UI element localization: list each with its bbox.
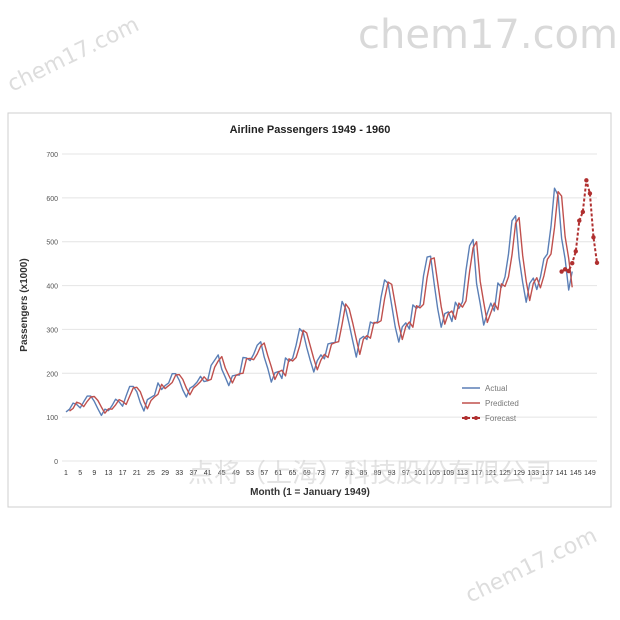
x-tick-label-105: 105	[428, 470, 440, 477]
forecast-point	[594, 260, 600, 265]
x-tick-label-113: 113	[457, 470, 468, 477]
legend-label-actual: Actual	[485, 384, 507, 393]
x-tick-label-13: 13	[105, 470, 113, 477]
x-tick-label-37: 37	[190, 470, 198, 477]
x-tick-label-85: 85	[359, 470, 367, 477]
gridlines	[62, 153, 597, 462]
forecast-point	[577, 218, 582, 223]
y-axis-ticks: 0 100 200 300 400 500 600 700	[46, 152, 58, 466]
x-tick-label-21: 21	[133, 470, 141, 477]
x-tick-label-29: 29	[161, 470, 169, 477]
brand-watermark: chem17.com	[358, 12, 618, 58]
x-tick-label-121: 121	[485, 470, 497, 477]
x-tick-label-53: 53	[246, 470, 254, 477]
y-tick-label-600: 600	[46, 196, 58, 203]
x-tick-label-117: 117	[471, 470, 482, 477]
forecast-point	[580, 209, 586, 215]
x-tick-label-101: 101	[414, 470, 426, 477]
forecast-point	[573, 249, 578, 254]
x-tick-label-33: 33	[175, 470, 183, 477]
x-tick-label-93: 93	[388, 470, 396, 477]
series-line-predicted	[69, 190, 573, 414]
series-layer	[65, 178, 600, 417]
x-tick-label-57: 57	[260, 470, 268, 477]
forecast-point	[587, 191, 593, 196]
legend-label-forecast: Forecast	[485, 414, 517, 423]
x-tick-label-1: 1	[64, 470, 68, 477]
y-axis-label: Passengers (x1000)	[19, 258, 30, 351]
x-tick-label-137: 137	[542, 470, 554, 477]
x-tick-label-133: 133	[527, 470, 539, 477]
x-axis-ticks: 1 5 9 13 17 21 25 29 33 37 41 45 49 53 57 61 65 69 73 77 81 8…	[64, 470, 596, 477]
x-tick-label-125: 125	[499, 470, 511, 477]
y-tick-label-100: 100	[46, 415, 58, 422]
forecast-point	[566, 268, 571, 274]
y-tick-label-300: 300	[46, 327, 58, 334]
chart-title: Airline Passengers 1949 - 1960	[230, 124, 391, 136]
x-tick-label-97: 97	[402, 470, 410, 477]
diagonal-watermark-bottom: chem17.com	[462, 523, 601, 608]
legend: Actual Predicted Forecast	[462, 384, 519, 423]
y-tick-label-700: 700	[46, 152, 58, 159]
y-tick-label-400: 400	[46, 284, 58, 291]
x-axis-label: Month (1 = January 1949)	[250, 487, 370, 498]
x-tick-label-17: 17	[119, 470, 127, 477]
x-tick-label-129: 129	[513, 470, 525, 477]
company-watermark: 点将（上海）科技股份有限公司	[188, 459, 552, 489]
x-tick-label-45: 45	[218, 470, 226, 477]
forecast-point	[591, 235, 596, 240]
legend-marker-forecast	[464, 416, 468, 420]
x-tick-label-9: 9	[92, 470, 96, 477]
forecast-point	[584, 178, 589, 183]
x-tick-label-73: 73	[317, 470, 325, 477]
series-line-actual	[65, 187, 573, 417]
forecast-point	[562, 267, 568, 272]
legend-label-predicted: Predicted	[485, 399, 519, 408]
y-tick-label-0: 0	[54, 459, 58, 466]
forecast-point	[559, 269, 564, 274]
x-tick-label-141: 141	[556, 470, 568, 477]
x-tick-label-77: 77	[331, 470, 339, 477]
diagonal-watermark-top: chem17.com	[4, 12, 143, 97]
y-tick-label-200: 200	[46, 371, 58, 378]
x-tick-label-69: 69	[303, 470, 311, 477]
x-tick-label-109: 109	[442, 470, 454, 477]
x-tick-label-61: 61	[275, 470, 283, 477]
x-tick-label-81: 81	[345, 470, 353, 477]
x-tick-label-25: 25	[147, 470, 155, 477]
x-tick-label-49: 49	[232, 470, 240, 477]
chart-frame	[7, 112, 612, 508]
legend-marker-forecast	[474, 416, 478, 420]
x-tick-label-65: 65	[289, 470, 297, 477]
x-tick-label-41: 41	[204, 470, 212, 477]
x-tick-label-89: 89	[374, 470, 382, 477]
forecast-point	[570, 261, 575, 266]
x-tick-label-5: 5	[78, 470, 82, 477]
x-tick-label-145: 145	[570, 470, 582, 477]
x-tick-label-149: 149	[584, 470, 596, 477]
y-tick-label-500: 500	[46, 240, 58, 247]
